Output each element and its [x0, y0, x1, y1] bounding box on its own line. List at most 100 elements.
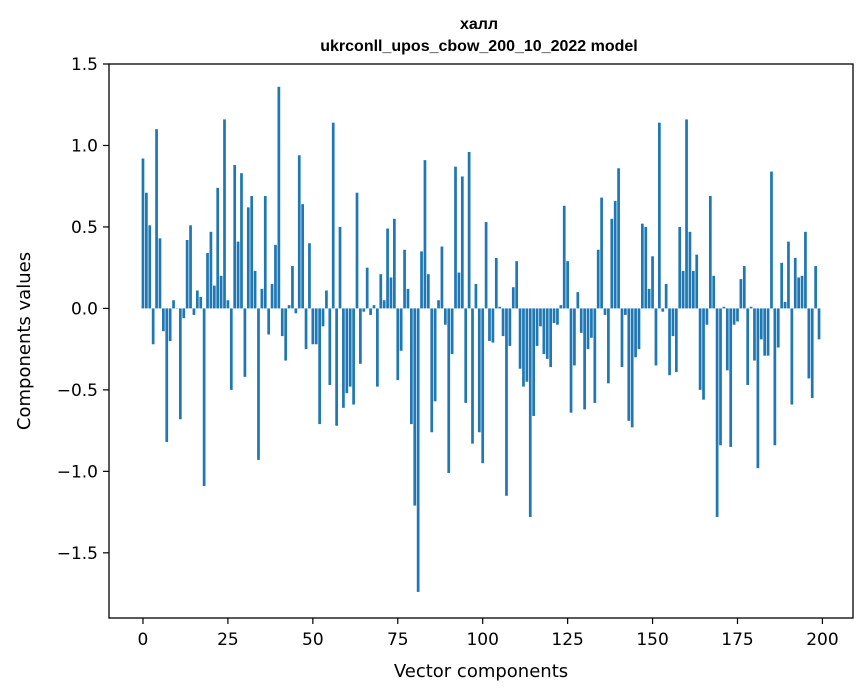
bar [338, 226, 342, 309]
x-axis-label: Vector components [394, 661, 568, 682]
bar [454, 166, 457, 309]
plot-frame [108, 63, 854, 619]
bar [219, 275, 223, 309]
bar [491, 308, 495, 343]
bar [195, 290, 199, 309]
bar [216, 187, 220, 309]
bar [474, 283, 478, 309]
bar [406, 288, 410, 309]
bar [202, 308, 206, 487]
y-axis-label: Components values [14, 252, 35, 430]
bar [617, 168, 620, 309]
bar [359, 308, 362, 364]
bar [399, 308, 403, 351]
bar [505, 308, 508, 496]
bar [732, 308, 736, 325]
bar [739, 279, 743, 309]
bar [787, 241, 790, 309]
bar [566, 261, 569, 309]
bar [522, 308, 525, 387]
bar [393, 218, 396, 309]
bar [790, 308, 794, 405]
bar [535, 308, 539, 346]
y-axis-ticks: −1.5 −1.0 −0.5 0.0 0.5 1.0 1.5 [57, 55, 109, 564]
bar [583, 308, 586, 410]
chart-title: халл [460, 16, 498, 33]
bar [284, 308, 288, 361]
bar [328, 308, 332, 385]
bar [185, 239, 189, 309]
bar [260, 288, 264, 309]
bar [637, 308, 641, 350]
bar [712, 275, 716, 309]
bar [192, 308, 196, 315]
bar [579, 308, 583, 333]
bar [274, 244, 277, 309]
bar [590, 308, 593, 338]
bar [668, 308, 671, 376]
bar [321, 308, 325, 327]
x-tick-label: 100 [466, 630, 498, 650]
bar [508, 308, 512, 346]
bar [722, 306, 726, 309]
bar [335, 308, 338, 426]
x-tick-label: 150 [636, 630, 668, 650]
bar [257, 308, 260, 460]
bar [501, 308, 505, 337]
x-tick-label: 0 [138, 630, 149, 650]
bar [420, 251, 423, 309]
bar [552, 308, 556, 324]
bar [206, 253, 209, 309]
bar [671, 308, 675, 337]
bar [518, 308, 522, 369]
bar [797, 277, 800, 309]
bar [464, 308, 468, 403]
bar [753, 308, 756, 361]
bar [450, 308, 454, 355]
bar [467, 151, 471, 309]
bar [494, 257, 498, 309]
bar [678, 226, 682, 309]
bar [379, 274, 383, 309]
bar [291, 266, 294, 309]
bar [532, 308, 536, 416]
bar [410, 308, 413, 425]
bar [576, 292, 580, 309]
bar [804, 231, 807, 309]
bar [698, 308, 702, 390]
bar [607, 308, 610, 384]
bar [267, 308, 271, 335]
bar [253, 270, 257, 309]
bar [634, 308, 637, 358]
bar [168, 308, 172, 341]
bar [430, 308, 434, 433]
bar [362, 308, 366, 312]
bar [742, 266, 746, 309]
bar [287, 305, 291, 309]
y-tick-label: 1.0 [71, 136, 98, 156]
bar [416, 308, 420, 592]
bar [539, 308, 542, 327]
bar [294, 308, 298, 314]
bar [708, 195, 712, 309]
y-tick-label: 0.0 [71, 299, 98, 319]
bar [182, 308, 186, 319]
bar [270, 283, 274, 309]
bar [688, 231, 692, 309]
bar [308, 243, 311, 309]
bar [800, 275, 804, 309]
bar [209, 231, 213, 309]
bar [736, 308, 739, 322]
bar [263, 195, 267, 309]
bar [440, 246, 444, 309]
bar [403, 249, 406, 309]
bar [172, 300, 175, 309]
bar [314, 308, 318, 345]
bar [674, 308, 678, 372]
bar [545, 308, 549, 359]
bar [162, 308, 165, 332]
bar [141, 158, 145, 309]
bar [654, 308, 658, 366]
bar [297, 155, 301, 309]
bar [372, 305, 376, 309]
